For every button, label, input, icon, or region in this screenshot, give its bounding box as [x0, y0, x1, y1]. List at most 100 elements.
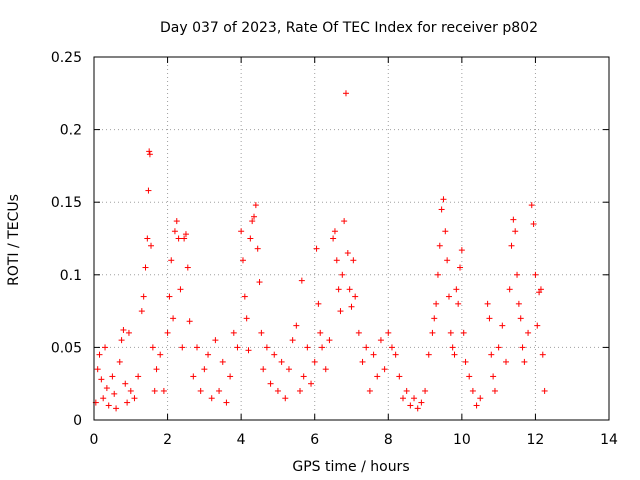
data-point — [148, 242, 155, 249]
data-point — [289, 337, 296, 344]
data-point — [317, 329, 324, 336]
data-point — [179, 344, 186, 351]
data-point — [205, 351, 212, 358]
data-points — [92, 90, 548, 412]
data-point — [352, 293, 359, 300]
data-point — [182, 231, 189, 238]
data-point — [411, 395, 418, 402]
data-point — [477, 395, 484, 402]
data-point — [525, 329, 532, 336]
data-point — [370, 351, 377, 358]
data-point — [109, 373, 116, 380]
data-point — [171, 228, 178, 235]
data-point — [499, 322, 506, 329]
data-point — [528, 202, 535, 209]
data-point — [144, 235, 151, 242]
data-point — [414, 405, 421, 412]
data-point — [251, 213, 258, 220]
data-point — [216, 387, 223, 394]
data-point — [315, 300, 322, 307]
data-point — [263, 344, 270, 351]
data-point — [118, 337, 125, 344]
data-point — [377, 337, 384, 344]
data-point — [300, 373, 307, 380]
data-point — [488, 351, 495, 358]
data-point — [212, 337, 219, 344]
data-point — [278, 358, 285, 365]
y-tick-label: 0 — [73, 413, 82, 429]
data-point — [98, 376, 105, 383]
data-point — [102, 344, 109, 351]
data-point — [508, 242, 515, 249]
data-point — [274, 387, 281, 394]
y-tick-label: 0.1 — [60, 268, 82, 284]
data-point — [96, 351, 103, 358]
data-point — [260, 366, 267, 373]
data-point — [444, 257, 451, 264]
data-point — [184, 264, 191, 271]
y-tick-label: 0.2 — [60, 123, 82, 139]
data-point — [282, 395, 289, 402]
data-point — [149, 344, 156, 351]
data-point — [120, 326, 127, 333]
data-point — [344, 250, 351, 257]
data-point — [186, 318, 193, 325]
data-point — [440, 196, 447, 203]
data-point — [510, 216, 517, 223]
data-point — [521, 358, 528, 365]
data-point — [473, 402, 480, 409]
data-point — [425, 351, 432, 358]
data-point — [337, 308, 344, 315]
data-point — [363, 344, 370, 351]
data-point — [431, 315, 438, 322]
axis-ticks: 0 2 4 6 8 10 12 14 0 0.05 0.1 0.15 0.2 0.25 — [51, 50, 618, 448]
data-point — [512, 228, 519, 235]
data-point — [388, 344, 395, 351]
data-point — [436, 242, 443, 249]
data-point — [245, 347, 252, 354]
data-point — [503, 358, 509, 365]
data-point — [308, 380, 315, 387]
data-point — [484, 300, 491, 307]
data-point — [460, 329, 467, 336]
data-point — [434, 271, 441, 278]
data-point — [469, 387, 476, 394]
data-point — [175, 235, 182, 242]
data-point — [157, 351, 164, 358]
data-point — [201, 366, 208, 373]
y-tick-label: 0.25 — [51, 50, 82, 66]
data-point — [125, 329, 132, 336]
data-point — [168, 257, 175, 264]
x-tick-label: 4 — [237, 432, 246, 448]
data-point — [331, 228, 338, 235]
data-point — [515, 300, 522, 307]
data-point — [537, 286, 544, 293]
data-point — [442, 228, 449, 235]
data-point — [339, 271, 346, 278]
data-point — [311, 358, 318, 365]
data-point — [342, 90, 349, 97]
data-point — [381, 366, 388, 373]
data-point — [449, 344, 456, 351]
y-tick-label: 0.05 — [51, 340, 82, 356]
x-tick-label: 6 — [310, 432, 319, 448]
data-point — [146, 148, 153, 155]
data-point — [403, 387, 410, 394]
data-point — [418, 399, 425, 406]
data-point — [151, 387, 158, 394]
data-point — [227, 373, 234, 380]
data-point — [267, 380, 274, 387]
data-point — [153, 366, 160, 373]
data-point — [170, 315, 177, 322]
x-tick-label: 8 — [384, 432, 393, 448]
data-point — [230, 329, 237, 336]
data-point — [111, 390, 118, 397]
data-point — [297, 387, 303, 394]
data-point — [124, 399, 131, 406]
data-point — [458, 247, 465, 254]
data-point — [293, 322, 300, 329]
data-point — [239, 257, 246, 264]
data-point — [341, 218, 348, 225]
data-point — [138, 308, 145, 315]
data-point — [490, 373, 497, 380]
